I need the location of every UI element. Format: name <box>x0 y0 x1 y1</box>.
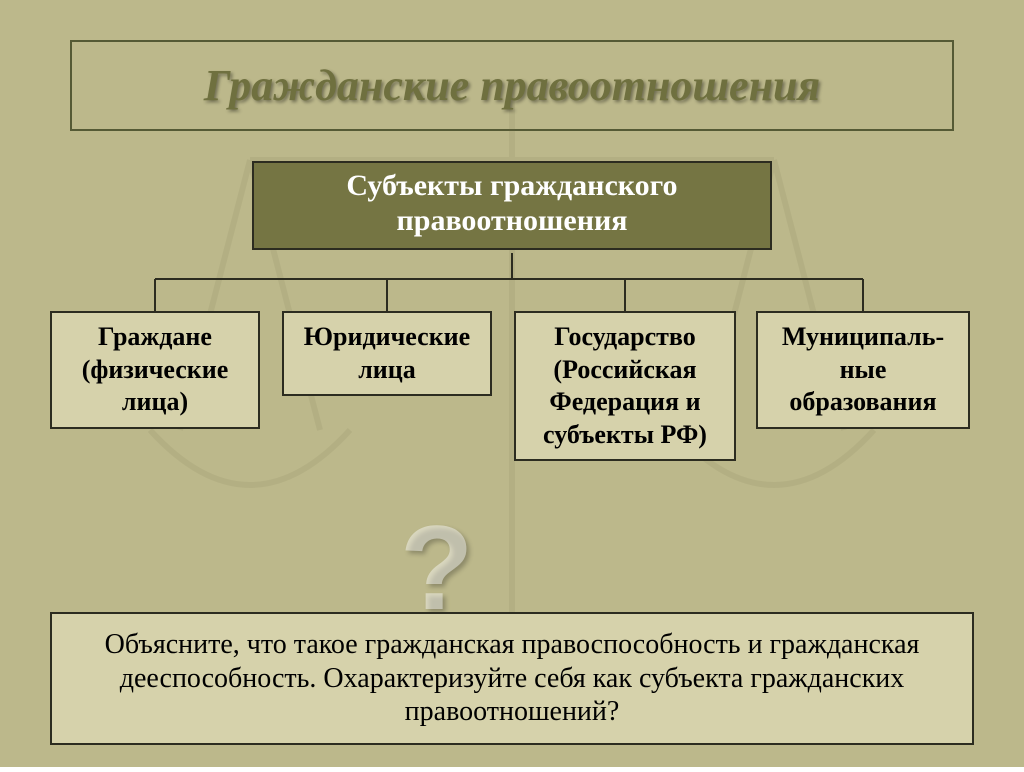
slide-title-frame: Гражданские правоотношения <box>70 40 954 131</box>
org-root: Субъекты гражданского правоотношения <box>252 161 772 250</box>
org-leaf: Государство (Российская Федерация и субъ… <box>514 311 736 461</box>
org-chart: Субъекты гражданского правоотношения Гра… <box>50 161 974 521</box>
question-text: Объясните, что такое гражданская правосп… <box>105 629 920 727</box>
slide: Гражданские правоотношения Субъекты граж… <box>0 0 1024 767</box>
org-leaf-label: Муниципаль-ные образования <box>782 322 944 416</box>
org-leaf: Граждане (физические лица) <box>50 311 260 429</box>
org-leaf-label: Граждане (физические лица) <box>82 322 229 416</box>
org-leaf-label: Государство (Российская Федерация и субъ… <box>543 322 707 449</box>
org-root-label: Субъекты гражданского правоотношения <box>346 169 677 237</box>
slide-title: Гражданские правоотношения <box>82 60 942 111</box>
question-mark-icon: ? <box>400 508 473 628</box>
org-leaf: Юридические лица <box>282 311 492 396</box>
org-leaf: Муниципаль-ные образования <box>756 311 970 429</box>
org-leaf-label: Юридические лица <box>304 322 470 384</box>
question-box: Объясните, что такое гражданская правосп… <box>50 612 974 745</box>
